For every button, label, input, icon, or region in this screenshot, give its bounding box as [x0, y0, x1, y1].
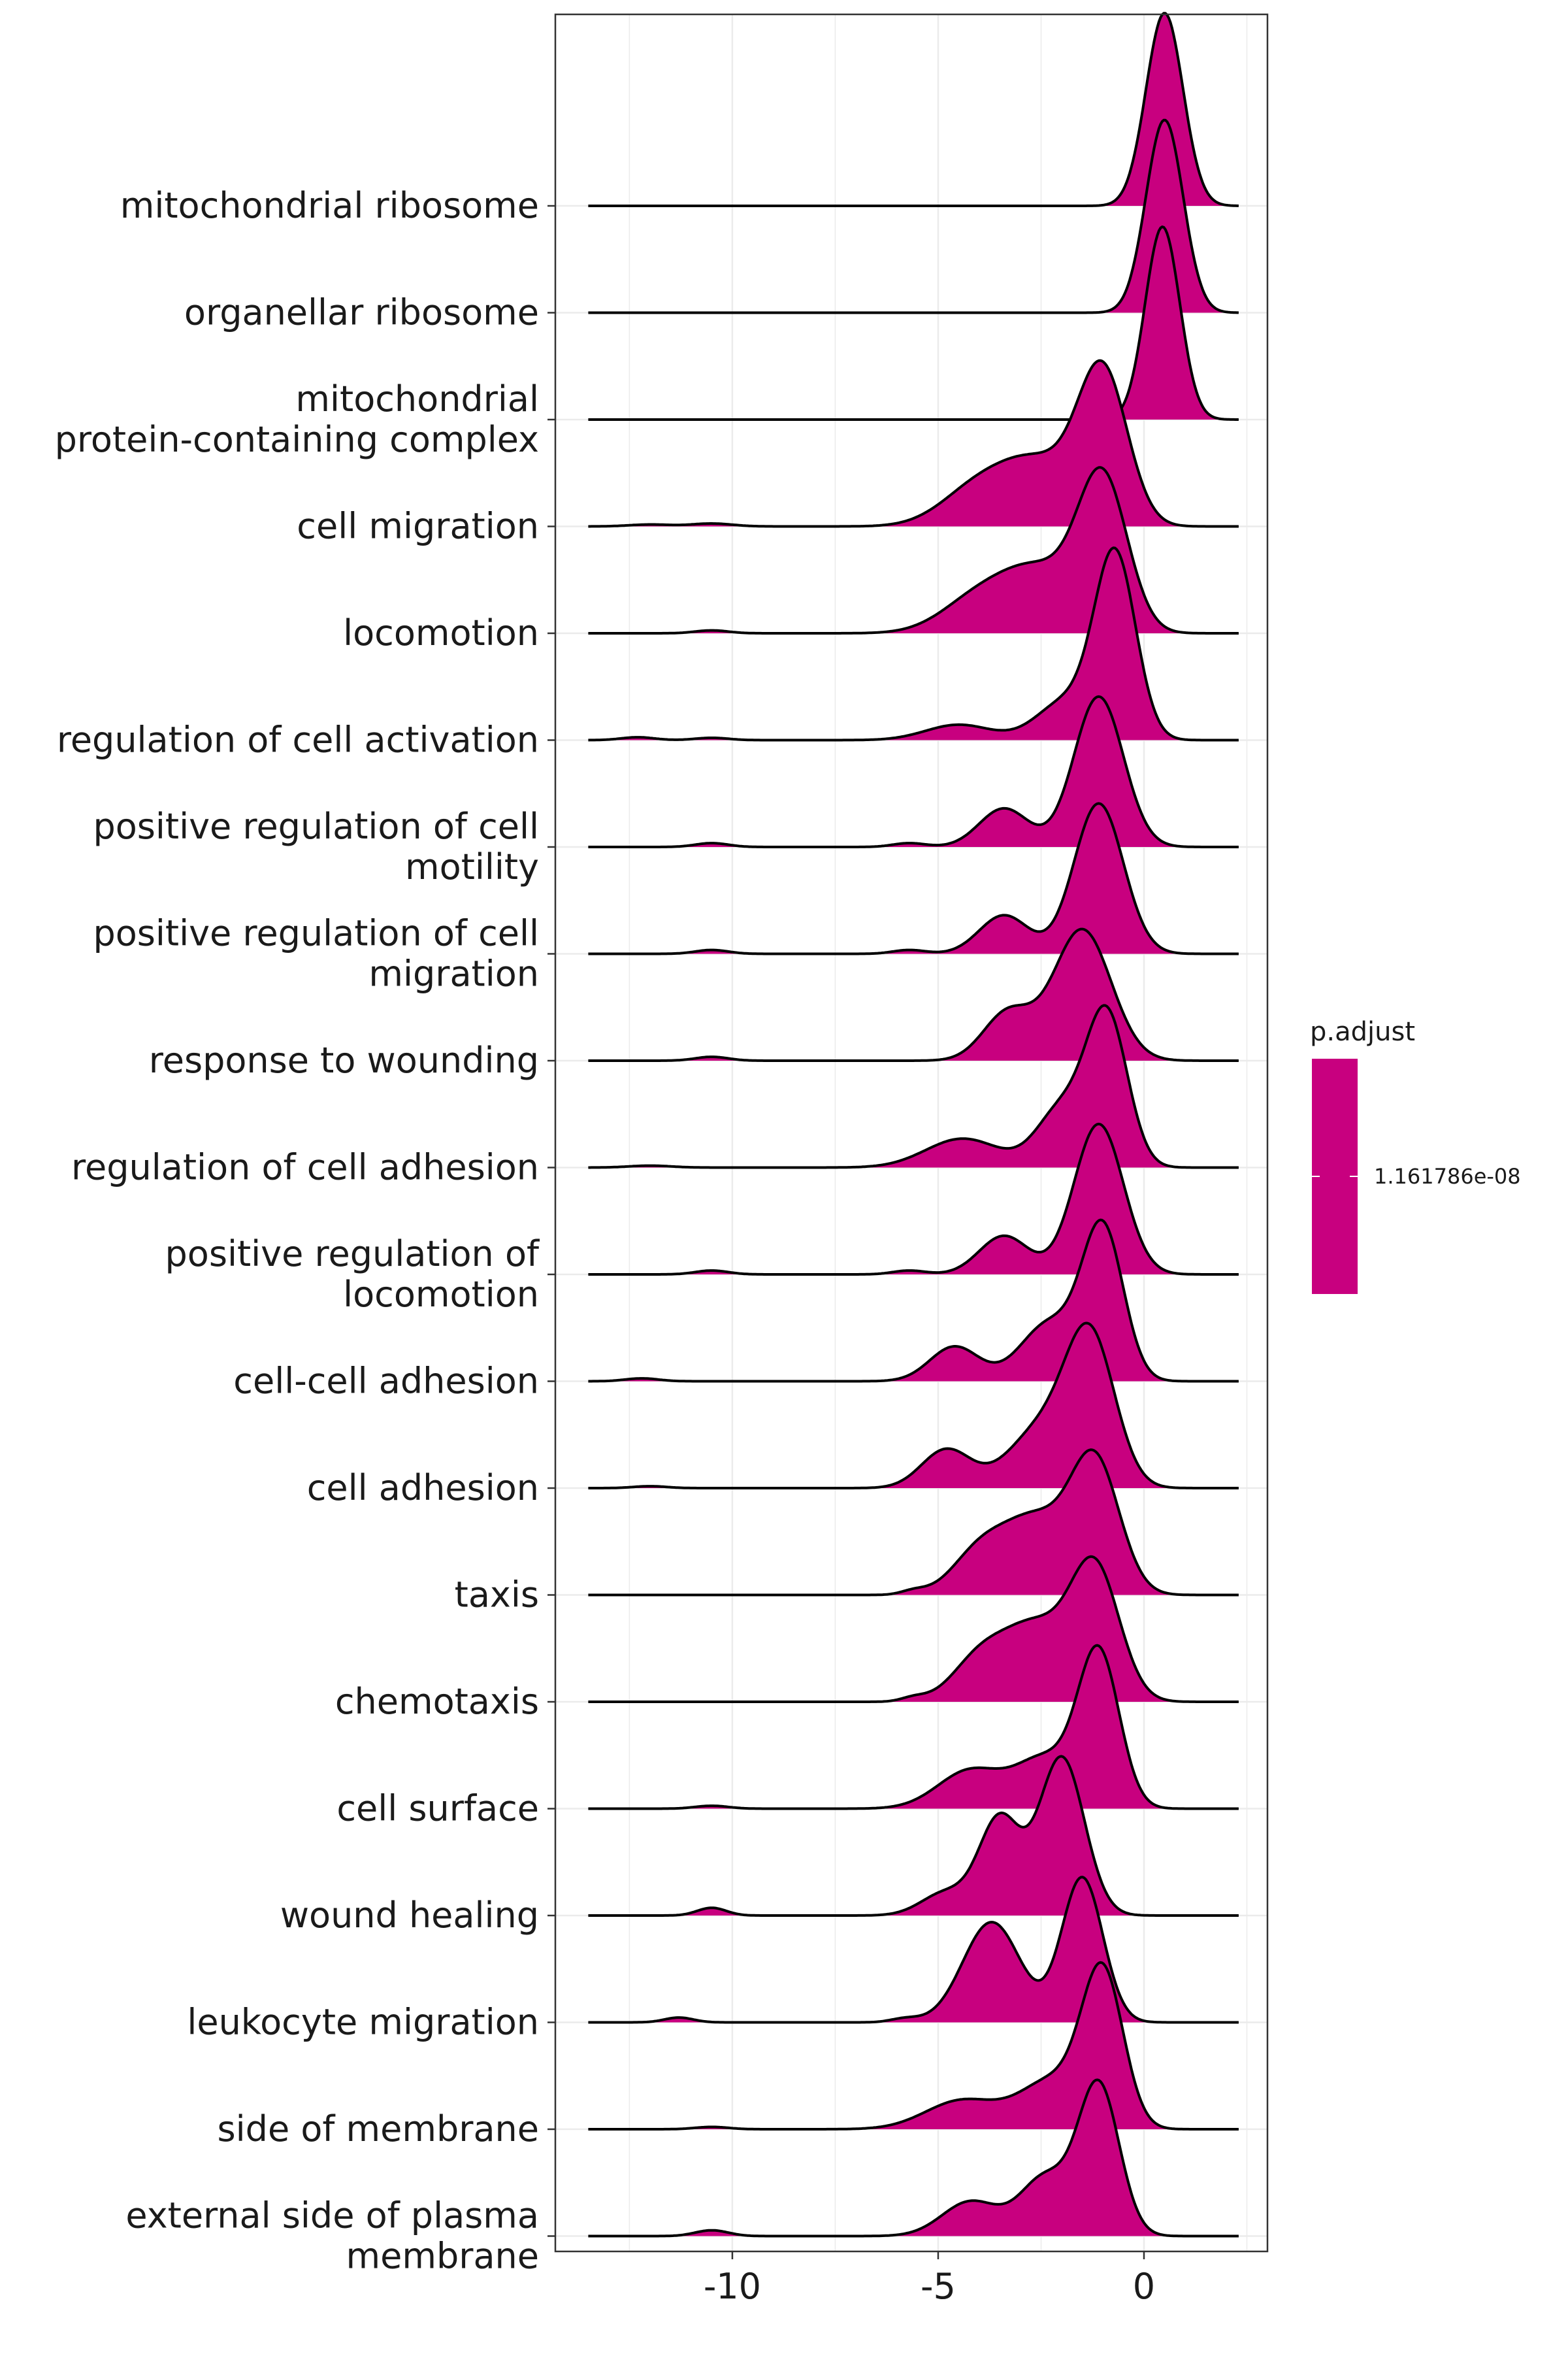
y-axis-label: locomotion: [343, 612, 539, 654]
ridge-line: [588, 695, 1239, 848]
plot-panel-border: [554, 13, 1269, 2253]
y-axis-label: positive regulation of cell migration: [93, 913, 539, 995]
ridge-line: [588, 1555, 1239, 1703]
ridge-line: [588, 2078, 1239, 2238]
legend: p.adjust 1.161786e-08: [1310, 1017, 1521, 1294]
ridge-line: [588, 1644, 1239, 1810]
ridge-area: [588, 1556, 1239, 1702]
ridge-line: [588, 1755, 1239, 1917]
y-axis-label: leukocyte migration: [187, 2002, 539, 2043]
ridge-area: [588, 2080, 1239, 2236]
y-axis-label: cell adhesion: [307, 1467, 539, 1508]
legend-title: p.adjust: [1310, 1017, 1415, 1047]
ridge-line: [588, 12, 1239, 207]
x-axis-tick-label: -5: [921, 2266, 956, 2307]
y-axis-label: cell surface: [336, 1788, 539, 1829]
ridge-area: [588, 803, 1239, 954]
y-axis-label: mitochondrial ribosome: [120, 185, 539, 226]
y-axis-label: response to wounding: [149, 1040, 539, 1081]
ridge-area: [588, 227, 1239, 420]
ridge-area: [588, 1123, 1239, 1274]
x-axis-tick-label: 0: [1133, 2266, 1155, 2307]
ridge-line: [588, 118, 1239, 314]
y-axis-label: regulation of cell activation: [57, 720, 539, 761]
y-axis-label: organellar ribosome: [184, 292, 539, 333]
y-axis-label: regulation of cell adhesion: [71, 1147, 539, 1188]
y-axis-label: cell migration: [297, 506, 539, 547]
ridge-line: [588, 1218, 1239, 1383]
ridge-area: [588, 1645, 1239, 1809]
ridge-area: [588, 696, 1239, 847]
y-axis-label: side of membrane: [218, 2108, 539, 2149]
y-axis-label: external side of plasma membrane: [125, 2195, 539, 2277]
y-axis-label: cell-cell adhesion: [233, 1361, 539, 1402]
y-axis-label: wound healing: [280, 1895, 539, 1936]
ridge-area: [588, 1450, 1239, 1595]
ridge-line: [588, 1876, 1239, 2024]
ridge-line: [588, 1321, 1239, 1489]
ridge-line: [588, 1122, 1239, 1276]
ridge-area: [588, 1877, 1239, 2023]
ridge-line: [588, 927, 1239, 1062]
ridge-line: [588, 225, 1239, 421]
ridge-area: [588, 467, 1239, 633]
ridge-area: [588, 1323, 1239, 1488]
ridge-line: [588, 1004, 1239, 1169]
ridge-line: [588, 1448, 1239, 1597]
y-axis-label: taxis: [455, 1574, 539, 1616]
ridge-area: [588, 1756, 1239, 1916]
ridge-line: [588, 802, 1239, 955]
ridge-line: [588, 359, 1239, 528]
y-axis-label: positive regulation of locomotion: [165, 1233, 540, 1315]
ridge-area: [588, 929, 1239, 1061]
ridge-line: [588, 546, 1239, 742]
ridge-layer: [588, 12, 1239, 2238]
ridge-line: [588, 1961, 1239, 2131]
y-axis-label: positive regulation of cell motility: [93, 806, 539, 888]
x-axis-tick-label: -10: [704, 2266, 761, 2307]
y-axis-label: chemotaxis: [335, 1681, 539, 1722]
x-axis-ticks: -10 -5 0: [704, 2251, 1155, 2307]
ridge-area: [588, 548, 1239, 740]
legend-label: 1.161786e-08: [1374, 1164, 1521, 1189]
ridge-area: [588, 360, 1239, 527]
ridge-area: [588, 1005, 1239, 1168]
ridge-line: [588, 466, 1239, 635]
y-axis-label: mitochondrial protein-containing complex: [55, 378, 539, 460]
ridge-area: [588, 1962, 1239, 2129]
y-axis-labels: mitochondrial ribosome organellar ribosom…: [55, 185, 555, 2277]
